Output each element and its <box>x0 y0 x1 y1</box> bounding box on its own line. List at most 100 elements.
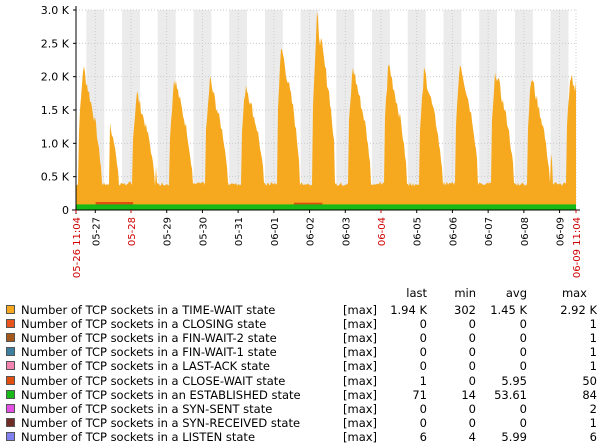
legend-max: 50 <box>582 373 597 388</box>
legend-swatch <box>6 305 15 314</box>
y-tick-label: 1.5 K <box>41 104 70 117</box>
legend-max: 6 <box>589 429 597 444</box>
legend-row: Number of TCP sockets in a LAST-ACK stat… <box>0 359 599 373</box>
legend-name: Number of TCP sockets in a SYN-RECEIVED … <box>21 415 301 430</box>
series-close-wait-area <box>95 202 134 206</box>
legend-row: Number of TCP sockets in an ESTABLISHED … <box>0 388 599 402</box>
legend-func: [max] <box>343 331 378 346</box>
x-tick-label: 05-30 <box>198 217 209 246</box>
legend-name: Number of TCP sockets in a FIN-WAIT-2 st… <box>21 331 277 346</box>
legend-avg: 5.99 <box>501 429 527 444</box>
legend-row: Number of TCP sockets in a SYN-SENT stat… <box>0 402 599 416</box>
legend-last: 1.94 K <box>390 303 427 317</box>
x-tick-label: 06-09 11:04 <box>572 217 583 278</box>
legend-max: 2 <box>589 401 597 416</box>
legend-avg: 0 <box>519 359 527 374</box>
x-axis-tick-labels: 05-26 11:04 05-27 05-28 05-29 05-30 05-31 06-0… <box>72 217 583 278</box>
x-tick-label: 06-08 <box>520 217 531 246</box>
series-time-wait-area <box>76 11 576 210</box>
x-tick-label: 06-03 <box>341 217 352 246</box>
legend-max: 1 <box>589 359 597 374</box>
legend-last: 0 <box>419 359 427 374</box>
legend-row: Number of TCP sockets in a FIN-WAIT-1 st… <box>0 345 599 359</box>
x-tick-label: 05-28 <box>127 217 138 246</box>
legend-avg: 0 <box>519 331 527 346</box>
legend-swatch <box>6 333 15 343</box>
tcp-sockets-chart: 0 0.5 K 1.0 K 1.5 K 2.0 K 2.5 K 3.0 K 05-26 11… <box>41 4 583 278</box>
series-areas <box>76 11 576 210</box>
legend-last: 0 <box>419 345 427 360</box>
legend-row: Number of TCP sockets in a CLOSE-WAIT st… <box>0 374 599 388</box>
legend-last: 0 <box>419 401 427 416</box>
legend-last: 0 <box>419 331 427 346</box>
legend-swatch <box>6 319 15 329</box>
legend-min: 4 <box>468 429 476 444</box>
legend-avg: 0 <box>519 415 527 430</box>
legend-func: [max] <box>343 317 378 332</box>
legend-min: 0 <box>468 401 476 416</box>
legend-swatch <box>6 361 15 371</box>
legend-row: Number of TCP sockets in a FIN-WAIT-2 st… <box>0 331 599 345</box>
legend-header-last: last <box>406 286 427 300</box>
y-tick-label: 0 <box>62 204 69 217</box>
legend-name: Number of TCP sockets in an ESTABLISHED … <box>21 387 301 402</box>
x-tick-label: 05-31 <box>234 217 245 246</box>
legend-func: [max] <box>343 415 378 430</box>
legend-max: 1 <box>589 317 597 332</box>
legend-avg: 1.45 K <box>490 303 527 317</box>
legend-func: [max] <box>343 373 378 388</box>
legend-max: 1 <box>589 415 597 430</box>
legend-func: [max] <box>343 359 378 374</box>
x-tick-label: 06-06 <box>448 217 459 246</box>
x-tick-label: 05-29 <box>163 217 174 246</box>
x-tick-label: 06-07 <box>484 217 495 246</box>
legend-row: Number of TCP sockets in a TIME-WAIT sta… <box>0 303 599 317</box>
legend-min: 0 <box>468 317 476 332</box>
legend-max: 1 <box>589 331 597 346</box>
legend-swatch <box>6 431 15 441</box>
x-tick-label: 05-27 <box>91 217 102 246</box>
legend-avg: 5.95 <box>501 373 527 388</box>
y-tick-label: 3.0 K <box>41 4 70 17</box>
legend-avg: 0 <box>519 401 527 416</box>
legend-min: 0 <box>468 345 476 360</box>
legend-swatch <box>6 403 15 413</box>
legend-swatch <box>6 389 15 399</box>
y-tick-label: 2.5 K <box>41 37 70 50</box>
legend-avg: 0 <box>519 317 527 332</box>
legend-min: 14 <box>461 387 476 402</box>
legend-row: Number of TCP sockets in a CLOSING state… <box>0 317 599 331</box>
series-established-area <box>76 204 576 210</box>
legend-name: Number of TCP sockets in a SYN-SENT stat… <box>21 401 273 416</box>
legend-min: 0 <box>468 359 476 374</box>
legend-name: Number of TCP sockets in a TIME-WAIT sta… <box>21 303 276 317</box>
x-tick-label: 06-05 <box>413 217 424 246</box>
legend-last: 71 <box>412 387 427 402</box>
x-tick-label: 06-09 <box>556 217 567 246</box>
legend-func: [max] <box>343 387 378 402</box>
y-tick-label: 2.0 K <box>41 71 70 84</box>
legend-name: Number of TCP sockets in a LAST-ACK stat… <box>21 359 270 374</box>
axes <box>72 6 580 214</box>
legend-swatch <box>6 347 15 357</box>
legend-header-max: max <box>561 286 587 300</box>
x-tick-label: 06-04 <box>377 217 388 246</box>
legend-min: 0 <box>468 373 476 388</box>
legend-header-min: min <box>454 286 476 300</box>
legend-last: 0 <box>419 415 427 430</box>
legend-max: 84 <box>582 387 597 402</box>
x-tick-label: 06-02 <box>306 217 317 246</box>
legend-min: 0 <box>468 415 476 430</box>
y-tick-label: 0.5 K <box>41 171 70 184</box>
legend-swatch <box>6 375 15 385</box>
y-tick-label: 1.0 K <box>41 137 70 150</box>
x-tick-label: 06-01 <box>270 217 281 246</box>
legend-func: [max] <box>343 303 378 317</box>
y-axis-tick-labels: 0 0.5 K 1.0 K 1.5 K 2.0 K 2.5 K 3.0 K <box>41 4 70 217</box>
legend-max: 1 <box>589 345 597 360</box>
legend-avg: 53.61 <box>494 387 527 402</box>
legend-header-avg: avg <box>505 286 527 300</box>
legend-name: Number of TCP sockets in a FIN-WAIT-1 st… <box>21 345 277 360</box>
legend-func: [max] <box>343 401 378 416</box>
legend-name: Number of TCP sockets in a CLOSING state <box>21 317 267 332</box>
